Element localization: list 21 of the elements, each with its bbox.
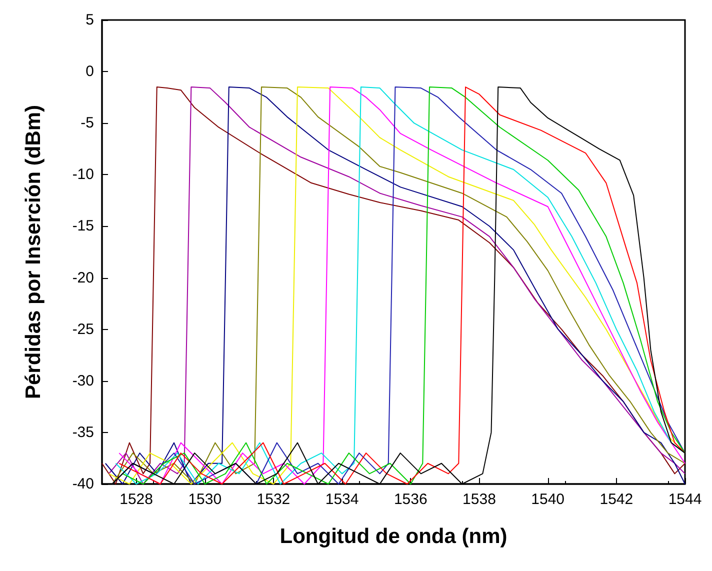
y-tick-label: -25 [72, 320, 94, 338]
x-tick-label: 1532 [256, 491, 290, 508]
x-tick-label: 1528 [120, 491, 153, 508]
x-tick-label: 1542 [600, 491, 634, 508]
x-axis-title: Longitud de onda (nm) [280, 525, 508, 548]
x-tick-label: 1536 [394, 491, 428, 508]
y-tick-label: 0 [86, 63, 94, 80]
y-tick-label: -40 [72, 476, 94, 492]
y-tick-label: -10 [72, 166, 94, 184]
x-tick-label: 1530 [188, 491, 222, 508]
y-axis-title: Pérdidas por Inserción (dBm) [22, 104, 45, 400]
x-tick-label: 1540 [531, 491, 565, 508]
y-tick-label: -20 [72, 269, 94, 286]
y-tick-label: -5 [80, 114, 94, 132]
y-tick-label: 5 [86, 12, 94, 28]
x-tick-label: 1544 [668, 491, 702, 508]
y-tick-label: -35 [72, 424, 94, 441]
y-tick-label: -30 [72, 372, 94, 390]
x-tick-label: 1534 [325, 491, 359, 508]
y-tick-label: -15 [72, 218, 94, 235]
x-tick-label: 1538 [462, 491, 496, 508]
